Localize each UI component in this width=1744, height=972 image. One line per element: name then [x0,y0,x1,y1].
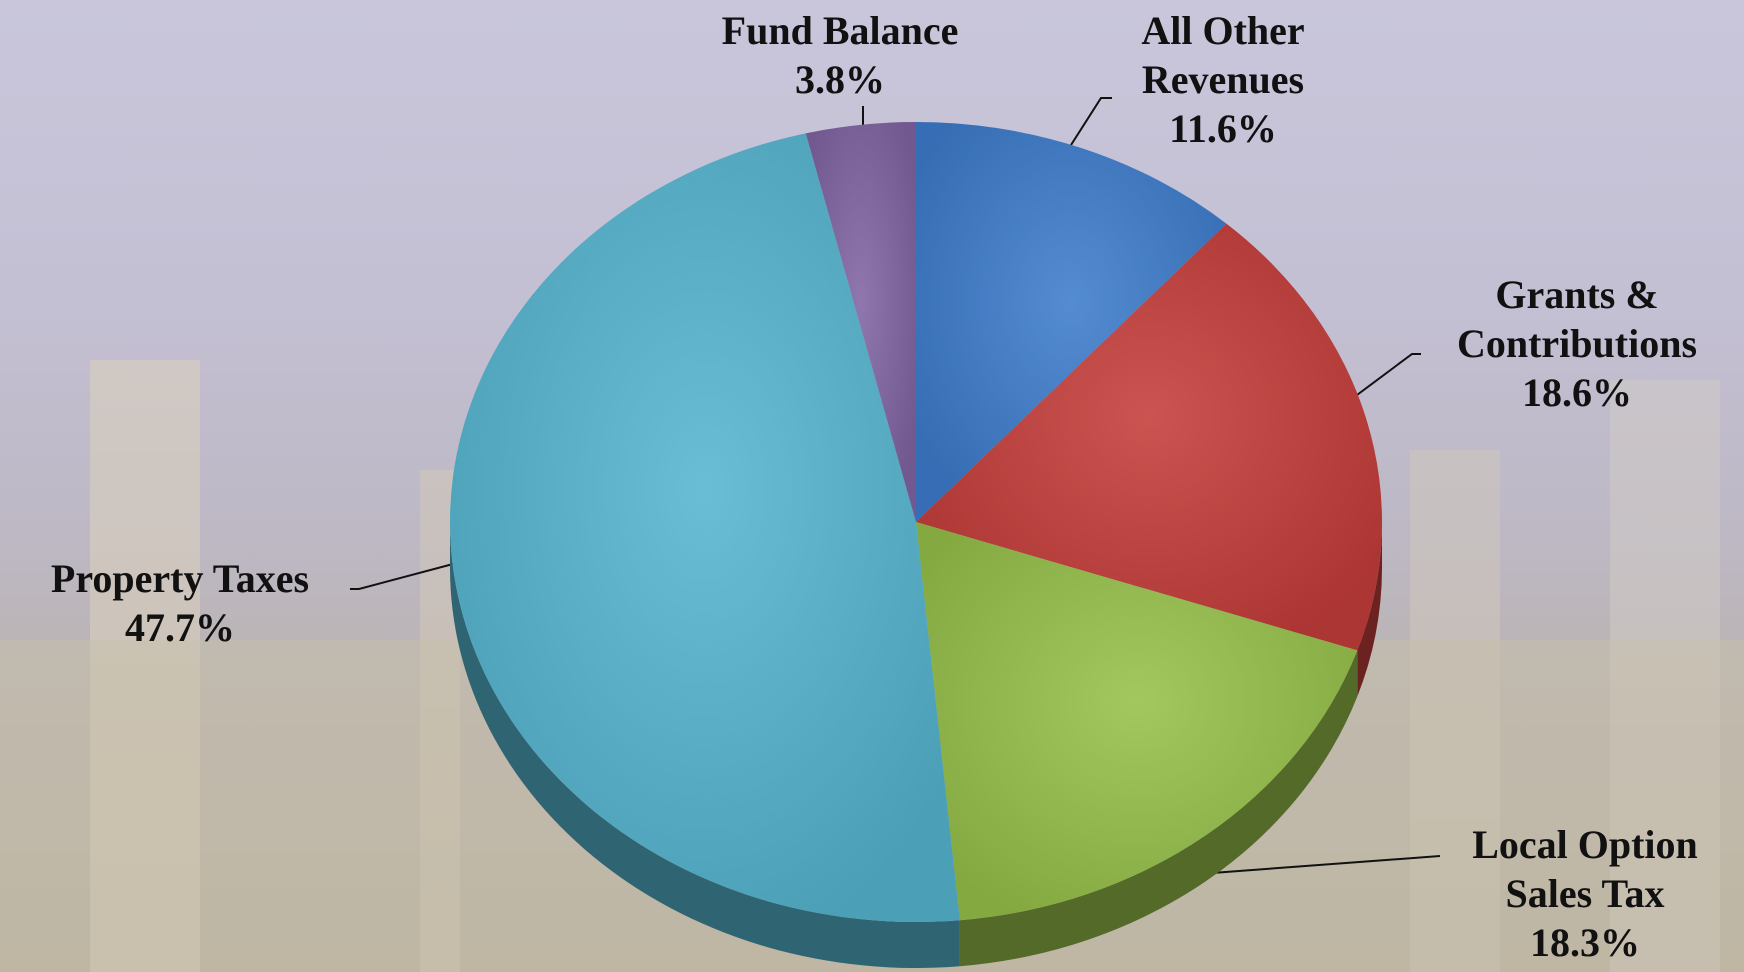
pie-slice-shade [916,122,1227,522]
slice-label: Fund Balance 3.8% [690,6,990,104]
leader-line [350,563,454,590]
slice-label: All Other Revenues 11.6% [1113,6,1333,153]
category-label: Property Taxes [50,556,310,601]
pie-slice-shade [450,133,960,922]
leader-lines [350,97,1441,874]
category-label: All Other Revenues [1141,8,1305,102]
value-label: 18.3% [1530,920,1640,965]
pie-slice-shade [916,522,1358,921]
slice-label: Property Taxes 47.7% [0,554,360,652]
value-label: 18.6% [1522,370,1632,415]
value-label: 47.7% [125,605,235,650]
category-label: Grants & Contributions [1456,272,1698,366]
category-label: Fund Balance [721,8,959,53]
slice-label: Local Option Sales Tax 18.3% [1440,820,1730,967]
slice-label: Grants & Contributions 18.6% [1422,270,1732,417]
leader-line [1356,353,1421,396]
pie-slice-shade [916,223,1382,651]
value-label: 3.8% [795,57,885,102]
leader-line [1211,855,1441,874]
pie-slice-shade [805,122,916,522]
pie-slice-side [1357,522,1382,697]
pie-slice-side [450,522,960,968]
leader-line [1070,97,1112,146]
value-label: 11.6% [1169,106,1277,151]
category-label: Local Option Sales Tax [1472,822,1698,916]
pie-slice-side [959,650,1358,967]
